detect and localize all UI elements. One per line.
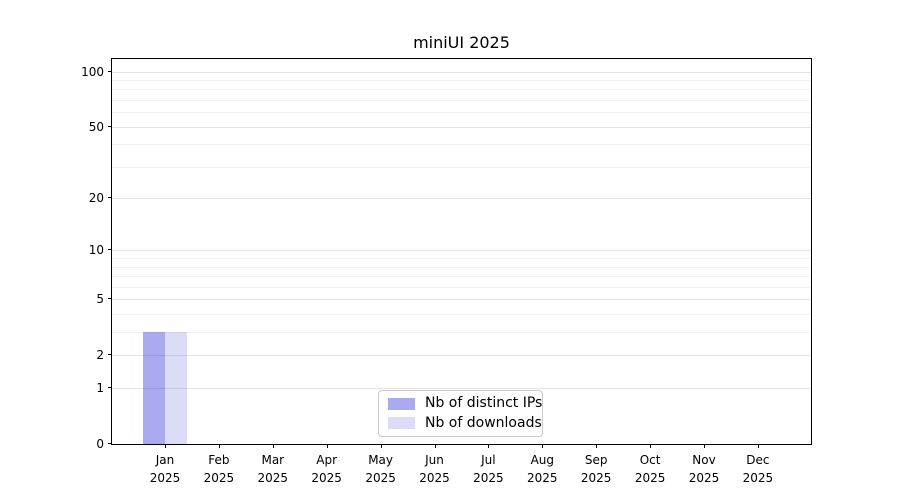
bar-distinct-ips [143, 332, 165, 444]
y-tick-label: 100 [81, 64, 104, 79]
x-tick-label: Jun 2025 [419, 453, 450, 485]
legend-label-distinct-ips: Nb of distinct IPs [425, 395, 543, 412]
x-tick-mark [272, 444, 274, 448]
x-tick-label: Apr 2025 [311, 453, 342, 485]
legend-swatch-downloads [388, 417, 415, 430]
y-tick-label: 0 [96, 437, 104, 451]
x-tick-label: Dec 2025 [742, 453, 774, 485]
x-tick-label: Nov 2025 [688, 453, 720, 485]
x-tick-mark [218, 444, 220, 448]
legend: Nb of distinct IPs Nb of downloads [378, 390, 543, 437]
legend-item-distinct-ips: Nb of distinct IPs [388, 395, 542, 412]
chart-title: miniUI 2025 [413, 33, 510, 52]
gridline-minor [112, 99, 811, 101]
y-tick-label: 5 [96, 292, 104, 307]
x-tick-mark [757, 444, 759, 448]
x-tick-mark [380, 444, 382, 448]
gridline-minor [112, 258, 811, 260]
x-tick-label: Aug 2025 [527, 453, 558, 485]
y-tick-label: 2 [96, 348, 104, 363]
x-tick-mark [596, 444, 598, 448]
y-tick-mark [108, 125, 112, 127]
x-tick-label: May 2025 [365, 453, 396, 485]
y-tick-mark [108, 70, 112, 72]
y-tick-label: 10 [88, 243, 104, 258]
y-tick-mark [108, 298, 112, 300]
gridline-minor [112, 276, 811, 278]
gridline-major [112, 198, 811, 200]
gridline-minor [112, 266, 811, 268]
x-tick-mark [326, 444, 328, 448]
y-tick-mark [108, 443, 112, 444]
x-tick-label: Feb 2025 [203, 453, 235, 485]
x-tick-mark [650, 444, 652, 448]
x-tick-mark [704, 444, 705, 448]
gridline-major [112, 388, 811, 390]
y-tick-mark [108, 387, 112, 389]
gridline-minor [112, 314, 811, 316]
legend-item-downloads: Nb of downloads [388, 415, 542, 432]
x-tick-label: Oct 2025 [634, 453, 666, 485]
gridline-minor [112, 144, 811, 146]
y-tick-mark [108, 354, 112, 356]
legend-label-downloads: Nb of downloads [425, 415, 542, 431]
gridline-minor [112, 286, 811, 288]
y-tick-label: 50 [88, 119, 104, 134]
gridline-major [112, 71, 811, 73]
y-tick-label: 1 [96, 381, 104, 396]
y-tick-mark [108, 249, 112, 251]
x-tick-mark [165, 444, 166, 448]
gridline-major [112, 250, 811, 252]
x-tick-label: Jan 2025 [149, 453, 181, 485]
x-tick-label: Mar 2025 [257, 453, 289, 485]
x-tick-mark [434, 444, 436, 448]
legend-swatch-distinct-ips [388, 397, 415, 410]
gridline-minor [112, 332, 811, 334]
x-tick-mark [542, 444, 544, 448]
plot-area: Nb of distinct IPs Nb of downloads [111, 58, 812, 445]
gridline-minor [112, 112, 811, 114]
bar-downloads [165, 332, 187, 444]
x-tick-label: Sep 2025 [580, 453, 612, 485]
gridline-major [112, 299, 811, 301]
y-tick-mark [108, 197, 112, 199]
y-tick-label: 20 [88, 191, 104, 206]
x-tick-label: Jul 2025 [473, 453, 504, 485]
gridline-minor [112, 79, 811, 81]
gridline-major [112, 126, 811, 128]
gridline-major [112, 355, 811, 357]
gridline-minor [112, 166, 811, 168]
gridline-minor [112, 89, 811, 91]
x-tick-mark [488, 444, 490, 448]
